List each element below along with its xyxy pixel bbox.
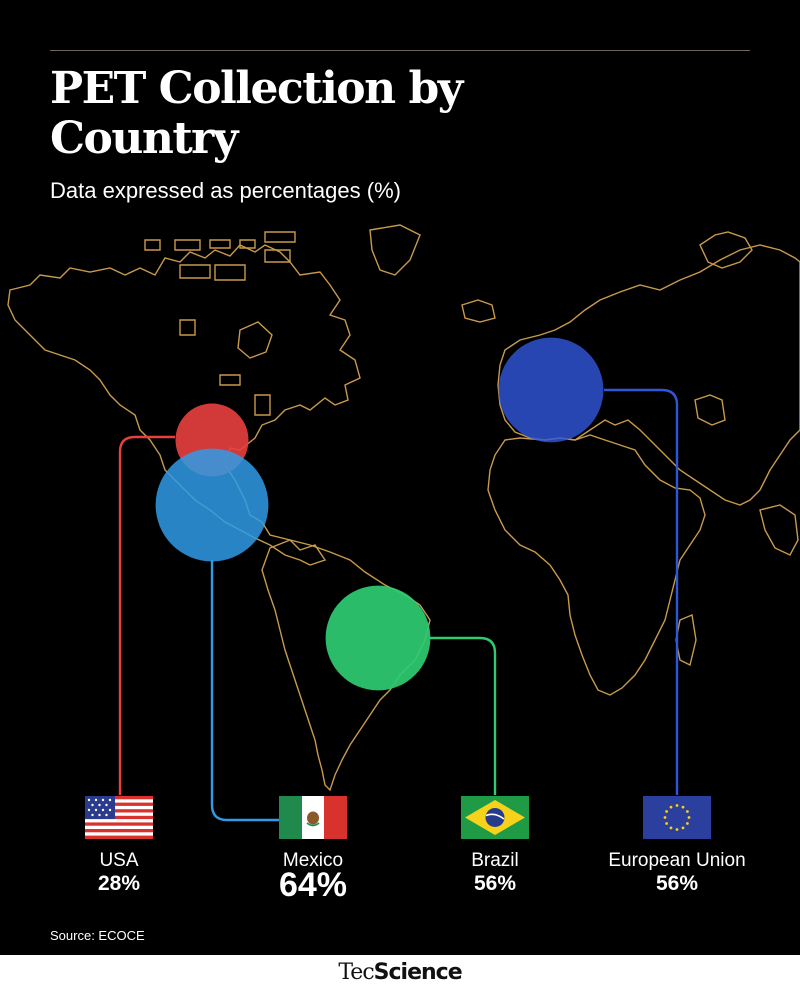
greenland-outline — [369, 224, 421, 276]
connector-line-brazil — [430, 636, 497, 795]
usa-flag-icon — [85, 796, 153, 839]
bubble-mexico — [155, 448, 269, 562]
top-divider — [50, 50, 750, 51]
africa-outline — [487, 434, 706, 696]
source-note: Source: ECOCE — [50, 928, 145, 943]
brand-logo-bold: Science — [373, 960, 463, 985]
hudson-bay-outline — [237, 321, 273, 359]
country-label-mexico: Mexico — [282, 850, 344, 871]
brand-logo: TecScience — [0, 960, 800, 985]
southeast-asia-outline — [759, 504, 799, 556]
north-america-outline — [7, 244, 361, 566]
middle-east-outline — [694, 394, 726, 426]
value-label-mexico: 64% — [278, 866, 348, 904]
brand-logo-light: Tec — [338, 960, 374, 985]
bubble-brazil — [325, 585, 431, 691]
value-label-usa: 28% — [97, 872, 141, 895]
world-map — [7, 224, 800, 822]
madagascar-outline — [675, 614, 697, 667]
connector-line-mexico — [210, 560, 280, 822]
country-label-brazil: Brazil — [471, 850, 519, 871]
bubble-european-union — [498, 337, 604, 443]
chart-subtitle: Data expressed as percentages (%) — [50, 178, 401, 203]
value-label-brazil: 56% — [473, 872, 517, 895]
chart-title: PET Collection by Country — [50, 63, 463, 164]
eu-flag-icon — [643, 796, 711, 839]
brazil-flag-icon — [461, 796, 529, 839]
japan-outline — [699, 231, 753, 269]
value-label-european-union: 56% — [655, 872, 699, 895]
infographic: PET Collection by Country Data expressed… — [0, 0, 800, 955]
uk-outline — [461, 299, 496, 323]
south-america-outline — [261, 539, 431, 792]
connector-line-usa — [118, 435, 175, 795]
country-label-usa: USA — [99, 850, 139, 871]
arctic-island-outline — [144, 231, 296, 281]
country-label-european-union: European Union — [608, 850, 746, 871]
mexico-flag-icon — [279, 796, 347, 839]
world-map-outline — [7, 224, 800, 792]
connector-line-european-union — [604, 388, 679, 795]
great-lakes-outline — [179, 319, 271, 416]
